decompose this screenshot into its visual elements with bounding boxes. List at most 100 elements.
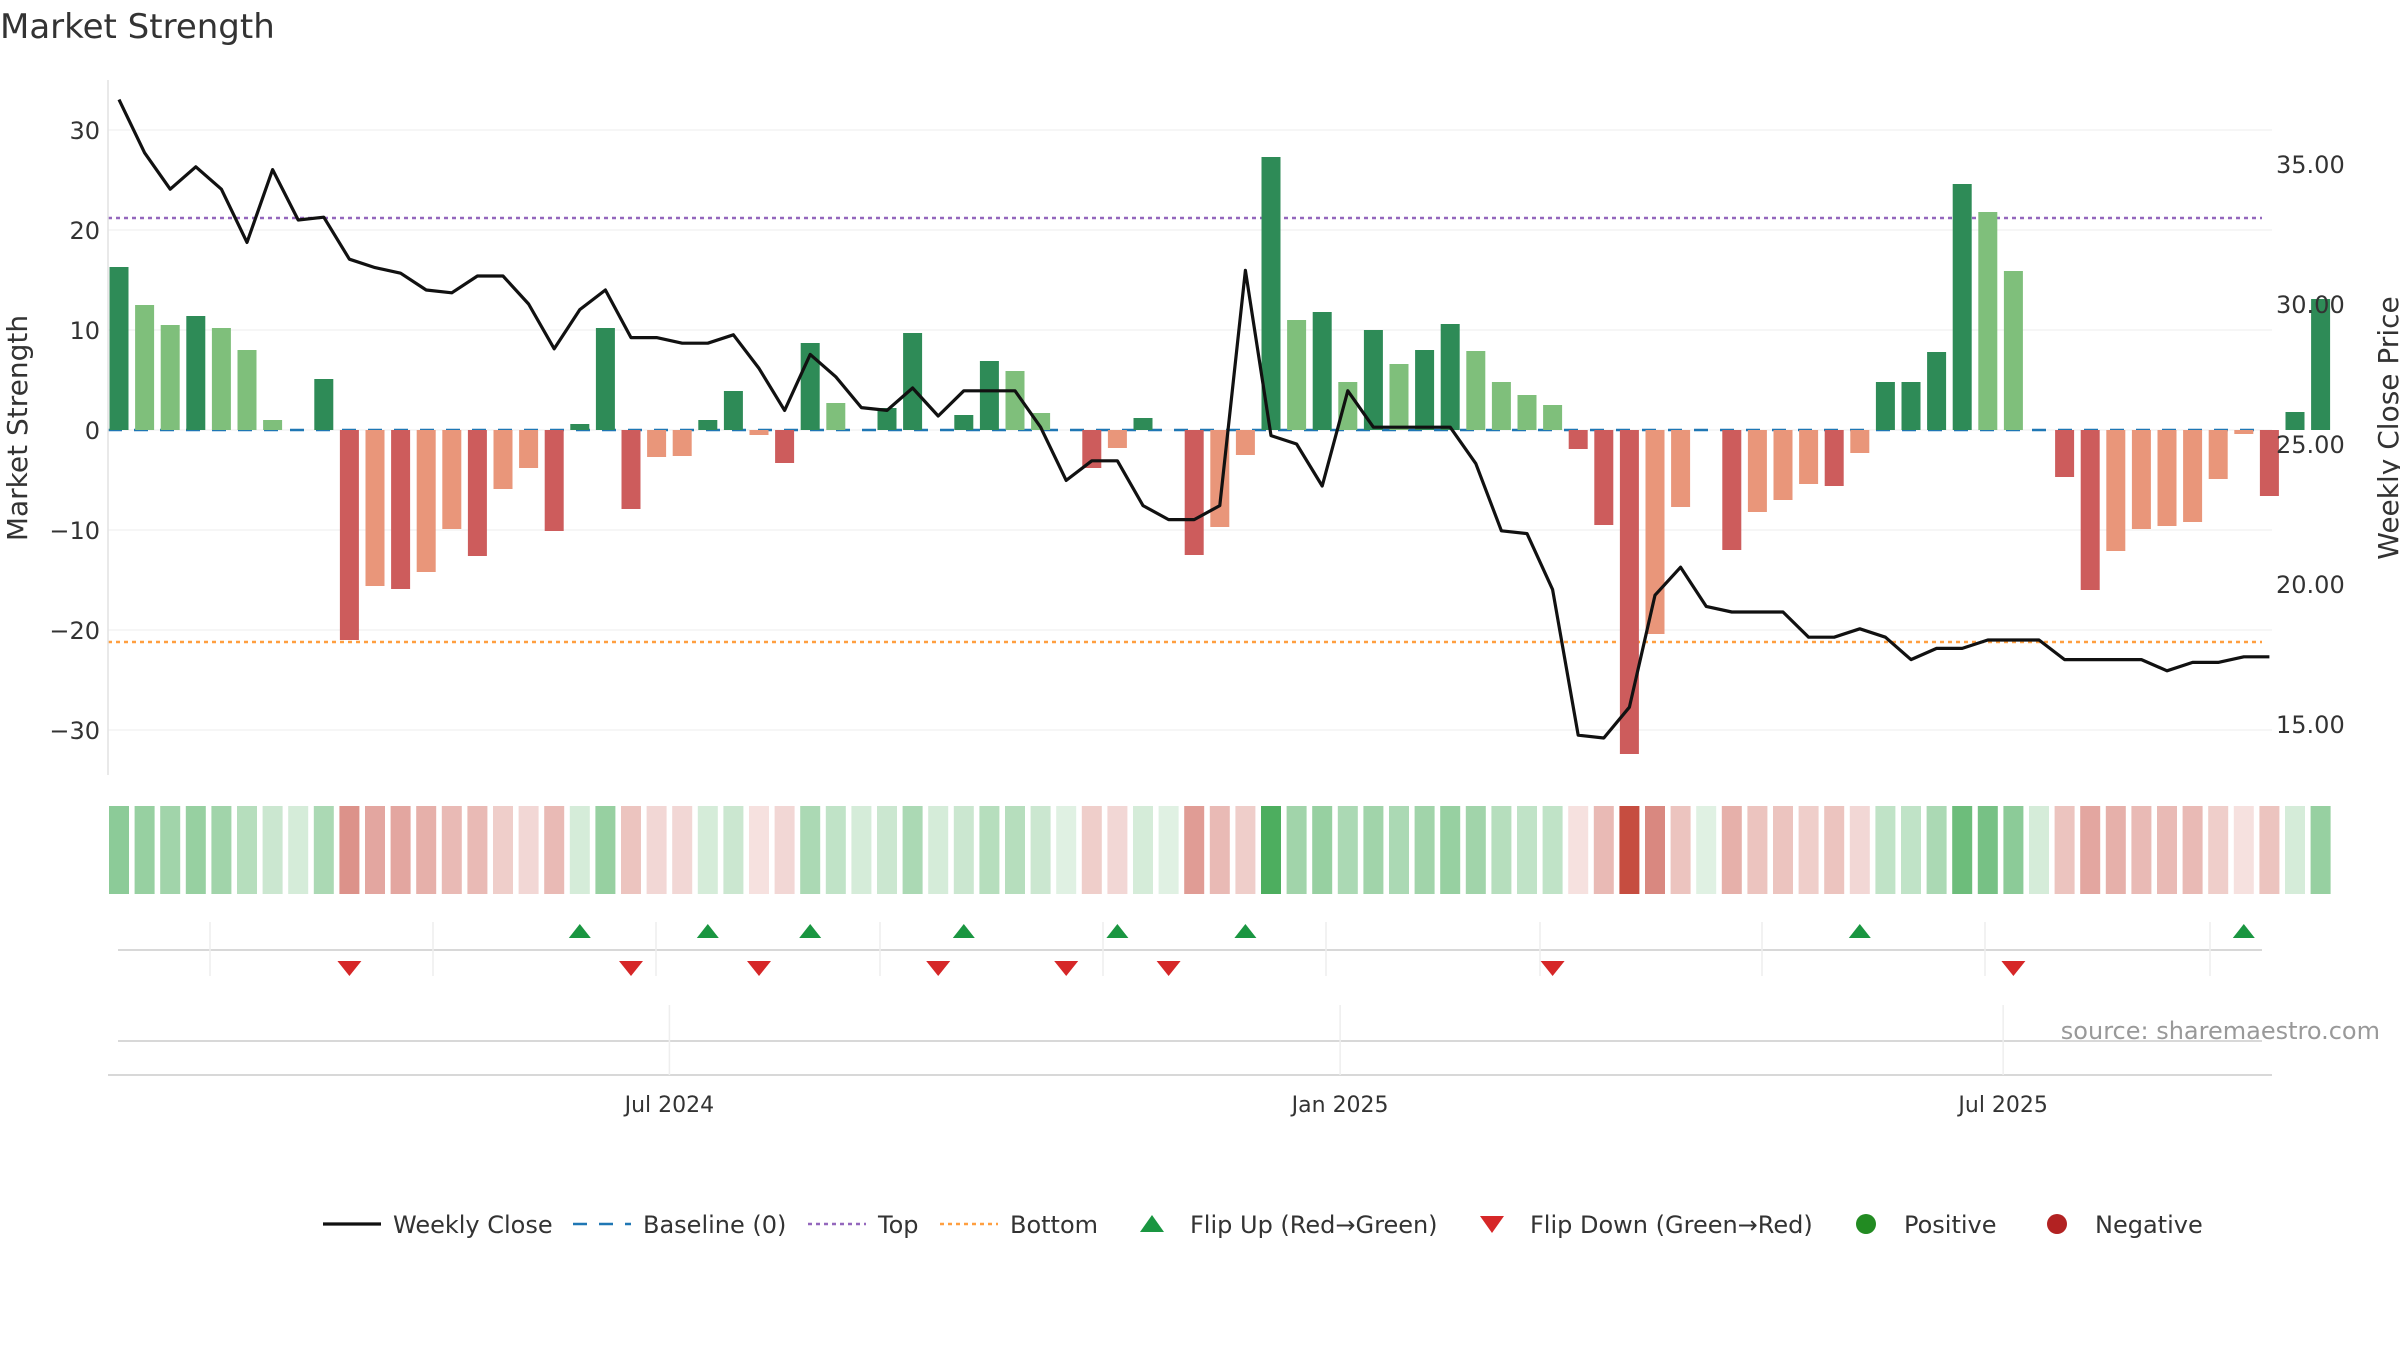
legend-label: Top: [877, 1211, 919, 1239]
legend-label: Positive: [1904, 1211, 1997, 1239]
strength-bar: [2055, 430, 2075, 477]
left-axis-ticks: 30 20 10 0 −10 −20 −30: [49, 117, 100, 745]
heat-cell: [288, 806, 309, 894]
strength-bar: [1133, 418, 1153, 430]
strength-bar: [365, 430, 385, 586]
heat-cell: [1798, 806, 1819, 894]
heat-cell: [2080, 806, 2101, 894]
heat-cell: [1491, 806, 1512, 894]
heat-cell: [749, 806, 769, 894]
flip-down-marker: [619, 961, 643, 976]
heat-cell: [825, 806, 846, 894]
heat-cell: [1952, 806, 1973, 894]
x-tick-label: Jul 2025: [1956, 1093, 2048, 1118]
heat-cell: [1901, 806, 1921, 894]
left-tick-label: 30: [69, 117, 100, 145]
strength-bar: [877, 408, 897, 430]
heat-cell: [2208, 806, 2229, 894]
heat-cell: [2285, 806, 2305, 894]
strength-bar: [109, 267, 129, 430]
strength-bar: [1287, 320, 1307, 430]
strength-bar: [442, 430, 462, 529]
strength-bar: [826, 403, 846, 430]
strength-heat-strip: [109, 806, 2331, 894]
strength-bar: [2234, 430, 2254, 434]
strength-bar: [1517, 395, 1537, 430]
heat-cell: [237, 806, 257, 894]
flip-markers: [108, 922, 2272, 1076]
heat-cell: [518, 806, 539, 894]
heat-cell: [774, 806, 795, 894]
flip-up-marker: [952, 924, 975, 938]
strength-bar: [672, 430, 692, 456]
strength-bar: [2183, 430, 2203, 522]
strength-bar: [1389, 364, 1409, 430]
left-tick-label: −30: [49, 717, 100, 745]
strength-bar: [493, 430, 513, 489]
heat-cell: [2003, 806, 2024, 894]
heat-cell: [800, 806, 821, 894]
heat-cell: [723, 806, 744, 894]
x-tick-label: Jan 2025: [1290, 1093, 1389, 1118]
strength-bar: [1671, 430, 1691, 507]
heat-cell: [467, 806, 488, 894]
right-tick-label: 35.00: [2276, 151, 2345, 179]
strength-bar: [1978, 212, 1998, 430]
heat-cell: [1312, 806, 1333, 894]
heat-cell: [1107, 806, 1128, 894]
heat-cell: [2310, 806, 2331, 894]
heat-cell: [1721, 806, 1742, 894]
heat-cell: [1005, 806, 1025, 894]
strength-bar: [1722, 430, 1742, 550]
weekly-close-line: [117, 98, 2270, 740]
strength-bar: [903, 333, 923, 430]
heat-cell: [697, 806, 718, 894]
heat-cell: [902, 806, 923, 894]
heat-cell: [1977, 806, 1998, 894]
strength-bar: [314, 379, 334, 430]
strength-bar: [1031, 413, 1051, 430]
heat-cell: [1081, 806, 1102, 894]
strength-bar: [1466, 351, 1486, 430]
heat-cell: [1056, 806, 1077, 894]
heat-cell: [160, 806, 181, 894]
strength-bar: [519, 430, 539, 468]
heat-cell: [313, 806, 334, 894]
heat-cell: [953, 806, 974, 894]
heat-cell: [134, 806, 155, 894]
heat-cell: [621, 806, 641, 894]
strength-bar: [2080, 430, 2100, 590]
heat-cell: [1824, 806, 1845, 894]
strength-bar: [954, 415, 974, 430]
flip-up-marker: [696, 924, 719, 938]
strength-bar: [1850, 430, 1870, 453]
heat-cell: [1926, 806, 1947, 894]
legend-circle-swatch: [2047, 1214, 2067, 1234]
strength-bar: [1363, 330, 1383, 430]
flip-down-marker: [926, 961, 951, 976]
heat-cell: [1670, 806, 1691, 894]
flip-down-marker: [1054, 961, 1079, 976]
heat-cell: [1209, 806, 1230, 894]
strength-bar: [237, 350, 257, 430]
heat-cell: [1568, 806, 1589, 894]
heat-cell: [877, 806, 897, 894]
strength-bar: [544, 430, 564, 531]
flip-up-marker: [2232, 924, 2255, 938]
strength-bar: [416, 430, 436, 572]
strength-bar: [1901, 382, 1921, 430]
heat-cell: [1542, 806, 1563, 894]
strength-bar: [339, 430, 359, 640]
strength-bars: [109, 157, 2331, 754]
flip-up-marker: [1234, 924, 1257, 938]
heat-cell: [1133, 806, 1153, 894]
strength-bar: [1312, 312, 1332, 430]
flip-down-marker: [1540, 961, 1565, 976]
source-credit: source: sharemaestro.com: [2061, 1017, 2380, 1045]
heat-cell: [1619, 806, 1640, 894]
flip-down-marker: [337, 961, 362, 976]
strength-bar: [2259, 430, 2279, 496]
heat-cell: [441, 806, 462, 894]
legend-flip-up-swatch: [1140, 1215, 1164, 1232]
